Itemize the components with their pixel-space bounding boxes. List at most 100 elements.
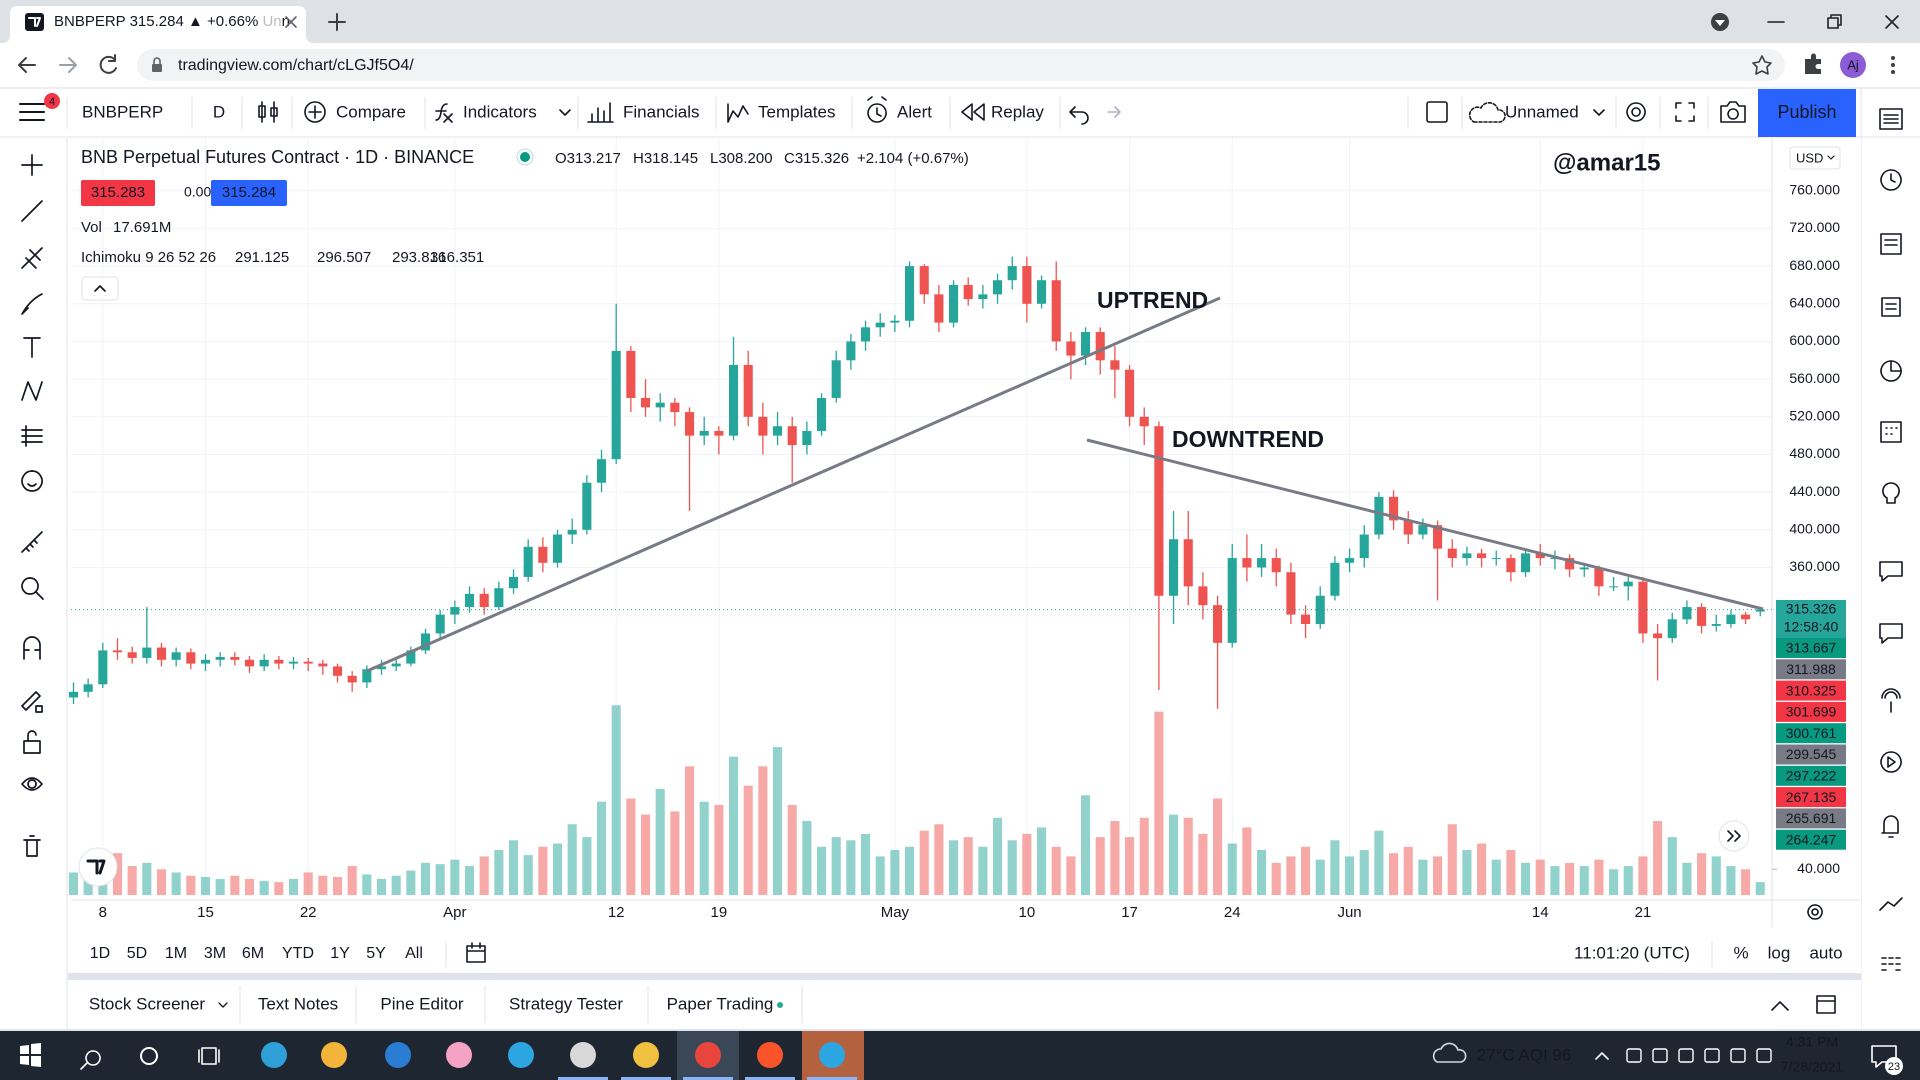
forward-button[interactable]: [59, 57, 77, 73]
indicators-dropdown[interactable]: [559, 109, 571, 116]
publish-button[interactable]: [1758, 89, 1856, 137]
sell-button[interactable]: [81, 180, 155, 206]
drawing-tool[interactable]: [21, 470, 43, 492]
drawing-tool[interactable]: [21, 293, 43, 315]
range-button[interactable]: 1M: [165, 945, 187, 962]
indicators-button[interactable]: Indicators: [463, 102, 537, 121]
sidebar-widget[interactable]: [1879, 897, 1903, 911]
cortana[interactable]: [140, 1047, 158, 1065]
drawing-tool[interactable]: [21, 531, 43, 553]
currency-select[interactable]: [1789, 146, 1841, 170]
range-button[interactable]: 1D: [90, 945, 110, 962]
browser-menu-dot[interactable]: [1891, 63, 1895, 67]
browser-menu-dot[interactable]: [1891, 70, 1895, 74]
drawing-tool[interactable]: [23, 835, 41, 857]
extensions-icon[interactable]: [1805, 53, 1821, 75]
taskbar-app[interactable]: [321, 1042, 347, 1068]
window-close[interactable]: [1885, 15, 1899, 29]
reload-button[interactable]: [99, 54, 117, 74]
range-button[interactable]: 1Y: [330, 945, 350, 962]
bottom-tab[interactable]: Stock Screener: [89, 994, 206, 1013]
screener-dropdown[interactable]: [218, 1002, 228, 1008]
chart-style[interactable]: [258, 101, 278, 123]
scale-option[interactable]: auto: [1809, 943, 1842, 962]
drawing-tool[interactable]: [21, 247, 43, 269]
settings[interactable]: [1626, 102, 1646, 122]
taskbar-app[interactable]: [757, 1042, 783, 1068]
sidebar-widget[interactable]: [1881, 297, 1901, 317]
active-tab[interactable]: [2, 6, 314, 43]
scale-option[interactable]: log: [1768, 943, 1791, 962]
drawing-tool[interactable]: [23, 337, 41, 358]
templates-button[interactable]: Templates: [758, 102, 835, 121]
range-button[interactable]: YTD: [282, 945, 314, 962]
interval[interactable]: D: [213, 102, 225, 121]
sidebar-widget[interactable]: [1880, 421, 1902, 443]
browser-menu-dot[interactable]: [1891, 56, 1895, 60]
drawing-tool[interactable]: [21, 425, 43, 447]
tray-icon[interactable]: [1756, 1048, 1772, 1063]
sidebar-widget[interactable]: [1880, 169, 1902, 191]
watchlist[interactable]: [1879, 108, 1903, 130]
bookmark-star[interactable]: [1752, 55, 1772, 75]
sidebar-widget[interactable]: [1879, 561, 1903, 582]
sidebar-widget[interactable]: [1880, 233, 1902, 255]
window-maximize[interactable]: [1827, 14, 1842, 29]
screenshot[interactable]: [1720, 101, 1746, 123]
layout-select[interactable]: [1426, 101, 1448, 123]
undo[interactable]: [1069, 106, 1089, 125]
panel-maximize[interactable]: [1816, 995, 1836, 1014]
range-button[interactable]: 5Y: [366, 945, 386, 962]
sidebar-widget[interactable]: [1879, 623, 1903, 644]
tab-close[interactable]: [285, 16, 297, 28]
taskbar-app[interactable]: [508, 1042, 534, 1068]
replay-button[interactable]: Replay: [991, 102, 1044, 121]
drawing-tool[interactable]: [21, 381, 43, 401]
clock[interactable]: 11:01:20 (UTC): [1574, 943, 1690, 962]
range-button[interactable]: 5D: [127, 945, 147, 962]
scroll-to-realtime[interactable]: [1718, 820, 1750, 852]
drawing-tool[interactable]: [21, 691, 43, 713]
tray-icon[interactable]: [1704, 1048, 1720, 1063]
drawing-tool[interactable]: [21, 777, 43, 791]
sidebar-widget[interactable]: [1882, 482, 1900, 504]
omnibox[interactable]: [137, 49, 1785, 81]
sidebar-widget[interactable]: [1880, 751, 1902, 773]
layout-dropdown[interactable]: [1593, 109, 1605, 116]
range-button[interactable]: 3M: [204, 945, 226, 962]
sidebar-widget[interactable]: [1880, 360, 1902, 382]
bottom-tab[interactable]: Pine Editor: [380, 994, 463, 1013]
layout-name[interactable]: Unnamed: [1505, 102, 1579, 121]
clock-time[interactable]: 4:31 PM: [1786, 1034, 1838, 1050]
taskbar-app[interactable]: [633, 1042, 659, 1068]
bottom-tab[interactable]: Paper Trading: [667, 994, 774, 1013]
indicators-icon[interactable]: [435, 103, 453, 123]
drawing-tool[interactable]: [21, 577, 44, 600]
compare-button[interactable]: Compare: [336, 102, 406, 121]
symbol[interactable]: BNBPERP: [82, 102, 163, 121]
alert-icon[interactable]: [867, 96, 887, 123]
panel-expand[interactable]: [1771, 1001, 1789, 1011]
action-center[interactable]: [1871, 1045, 1897, 1068]
start-button[interactable]: [20, 1043, 41, 1067]
legend-collapse[interactable]: [81, 276, 119, 301]
taskbar-app[interactable]: [446, 1042, 472, 1068]
redo[interactable]: [1107, 106, 1121, 118]
bottom-tab[interactable]: Strategy Tester: [509, 994, 623, 1013]
search-button[interactable]: [80, 1050, 101, 1070]
taskbar-app[interactable]: [819, 1042, 845, 1068]
drawing-tool[interactable]: [23, 730, 41, 754]
drawing-tool[interactable]: [21, 200, 43, 222]
financials-icon[interactable]: [587, 102, 614, 123]
drawing-tool[interactable]: [23, 636, 41, 660]
clock-date[interactable]: 7/28/2021: [1781, 1059, 1843, 1075]
templates-icon[interactable]: [727, 103, 749, 123]
tray-icon[interactable]: [1678, 1048, 1694, 1063]
replay-icon[interactable]: [961, 103, 985, 121]
hidden-icons[interactable]: [1595, 1052, 1609, 1060]
tray-icon[interactable]: [1626, 1048, 1642, 1063]
sidebar-widget[interactable]: [1881, 957, 1901, 971]
scale-option[interactable]: %: [1733, 943, 1748, 962]
compare-icon[interactable]: [304, 101, 326, 123]
go-to-date[interactable]: [466, 942, 486, 963]
